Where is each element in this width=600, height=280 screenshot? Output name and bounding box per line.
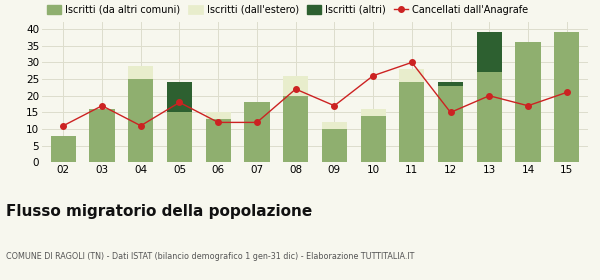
Text: COMUNE DI RAGOLI (TN) - Dati ISTAT (bilancio demografico 1 gen-31 dic) - Elabora: COMUNE DI RAGOLI (TN) - Dati ISTAT (bila…: [6, 252, 415, 261]
Bar: [283, 96, 308, 162]
Text: Flusso migratorio della popolazione: Flusso migratorio della popolazione: [6, 204, 312, 220]
Bar: [322, 129, 347, 162]
Bar: [399, 69, 424, 82]
Bar: [438, 82, 463, 86]
Bar: [283, 76, 308, 96]
Bar: [438, 86, 463, 162]
Bar: [554, 32, 579, 162]
Bar: [51, 136, 76, 162]
Bar: [89, 109, 115, 162]
Bar: [167, 82, 192, 112]
Bar: [128, 79, 154, 162]
Bar: [167, 112, 192, 162]
Legend: Iscritti (da altri comuni), Iscritti (dall'estero), Iscritti (altri), Cancellati: Iscritti (da altri comuni), Iscritti (da…: [47, 5, 528, 15]
Bar: [206, 112, 231, 119]
Bar: [244, 102, 269, 162]
Bar: [476, 32, 502, 73]
Bar: [515, 42, 541, 162]
Bar: [206, 119, 231, 162]
Bar: [128, 66, 154, 79]
Bar: [476, 73, 502, 162]
Bar: [361, 116, 386, 162]
Bar: [322, 122, 347, 129]
Bar: [399, 82, 424, 162]
Bar: [361, 109, 386, 116]
